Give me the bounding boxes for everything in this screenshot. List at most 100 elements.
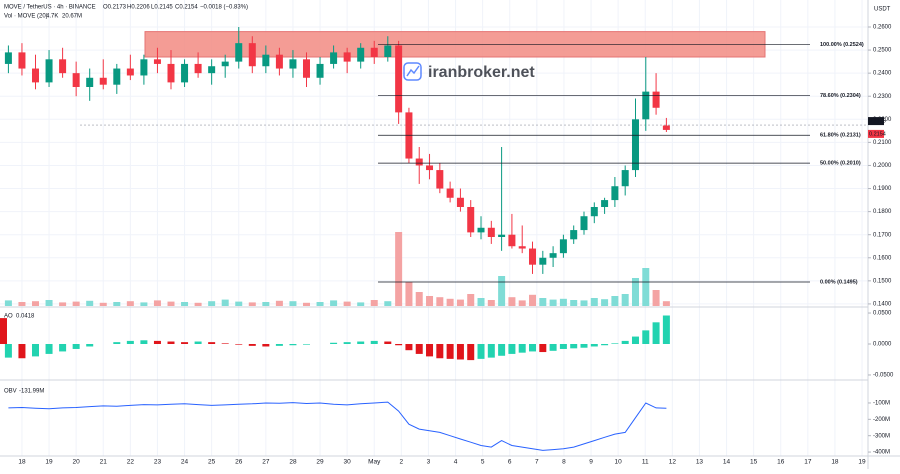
candle-body: [330, 52, 338, 64]
ao-bar: [395, 344, 403, 346]
ohlc-label: O0.2173: [103, 5, 127, 11]
y-tick-label: -0.0500: [873, 373, 894, 379]
x-tick-label: 6: [508, 459, 512, 466]
volume-bar: [570, 300, 578, 306]
y-tick-label: 0.0500: [873, 311, 892, 317]
candle-body: [4, 52, 12, 64]
y-tick-label: 0.2000: [873, 163, 892, 169]
ao-bar: [498, 344, 506, 356]
price-box-label: 0.2175: [869, 119, 886, 125]
volume-bar: [194, 302, 202, 306]
x-tick-label: 15: [750, 459, 758, 466]
x-tick-label: 13: [696, 459, 704, 466]
ao-bar: [370, 340, 378, 344]
volume-bar: [275, 300, 283, 306]
x-tick-label: 28: [289, 459, 297, 466]
ao-bar: [126, 340, 134, 344]
y-tick-label: -100M: [873, 401, 890, 407]
ao-bar: [45, 344, 53, 354]
x-tick-label: 14: [723, 459, 731, 466]
volume-bar: [4, 300, 12, 306]
candle-body: [235, 43, 243, 62]
candle-body: [113, 68, 121, 85]
ohlc-label: L0.2145: [151, 5, 173, 11]
ao-bar: [590, 344, 598, 347]
ao-bar: [153, 340, 161, 344]
volume-bar: [652, 290, 660, 306]
volume-bar: [477, 298, 485, 306]
x-tick-label: 2: [400, 459, 404, 466]
candle-body: [508, 234, 516, 247]
volume-bar: [316, 302, 324, 306]
x-tick-label: 23: [154, 459, 162, 466]
fib-label: 0.00% (0.1495): [820, 279, 858, 285]
ao-bar: [208, 342, 216, 344]
ao-bar: [18, 344, 26, 359]
candle-body: [621, 170, 629, 187]
x-tick-label: 17: [804, 459, 812, 466]
ao-bar: [631, 336, 639, 344]
ao-bar: [235, 344, 243, 345]
ao-bar: [518, 344, 526, 353]
ao-bar: [611, 343, 619, 344]
y-tick-label: 0.0000: [873, 342, 892, 348]
volume-bar: [611, 296, 619, 306]
ao-bar: [446, 344, 454, 359]
x-tick-label: 20: [73, 459, 81, 466]
candle-body: [518, 246, 526, 249]
candle-body: [18, 52, 26, 69]
ao-bar: [467, 344, 475, 361]
y-tick-label: 0.2100: [873, 140, 892, 146]
volume-bar: [208, 301, 216, 306]
volume-label: 4.7K: [46, 14, 58, 20]
volume-bar: [262, 302, 270, 306]
candle-body: [221, 61, 229, 67]
ao-bar: [86, 344, 94, 347]
volume-bar: [426, 296, 434, 306]
watermark-icon: [406, 65, 420, 77]
ao-bar: [642, 330, 650, 344]
x-tick-label: 24: [181, 459, 189, 466]
y-tick-label: 0.2300: [873, 94, 892, 100]
volume-bar: [181, 302, 189, 306]
volume-bar: [357, 302, 365, 306]
candle-body: [384, 45, 392, 57]
x-tick-label: 22: [127, 459, 135, 466]
y-tick-label: 0.1800: [873, 209, 892, 215]
ao-bar: [343, 342, 351, 344]
candle-body: [194, 63, 202, 74]
ao-bar: [436, 344, 444, 359]
candle-body: [487, 227, 495, 237]
x-tick-label: 26: [235, 459, 243, 466]
ao-bar: [275, 344, 283, 346]
candle-body: [559, 239, 567, 254]
ao-bar: [662, 315, 670, 344]
ao-bar: [302, 344, 310, 345]
volume-bar: [153, 300, 161, 306]
x-tick-label: 7: [535, 459, 539, 466]
y-tick-label: -200M: [873, 417, 890, 423]
candle-body: [181, 63, 189, 83]
candle-body: [316, 63, 324, 78]
candle-body: [539, 257, 547, 265]
ohlc-label: C0.2154: [175, 5, 198, 11]
ao-bar: [248, 344, 256, 346]
ao-bar: [289, 344, 297, 346]
volume-bar: [18, 302, 26, 306]
plot: [0, 27, 766, 451]
candle-body: [289, 59, 297, 69]
volume-bar: [99, 302, 107, 306]
candle-body: [275, 54, 283, 69]
candle-body: [446, 188, 454, 198]
volume-bar: [498, 276, 506, 306]
ao-bar: [181, 342, 189, 344]
volume-bar: [289, 301, 297, 306]
x-tick-label: 3: [427, 459, 431, 466]
volume-bar: [126, 301, 134, 306]
ao-bar: [113, 342, 121, 344]
candle-body: [45, 59, 53, 83]
x-tick-label: 12: [669, 459, 677, 466]
x-tick-label: 19: [45, 459, 53, 466]
candle-body: [529, 248, 537, 265]
fib-label: 78.60% (0.2304): [820, 93, 861, 99]
